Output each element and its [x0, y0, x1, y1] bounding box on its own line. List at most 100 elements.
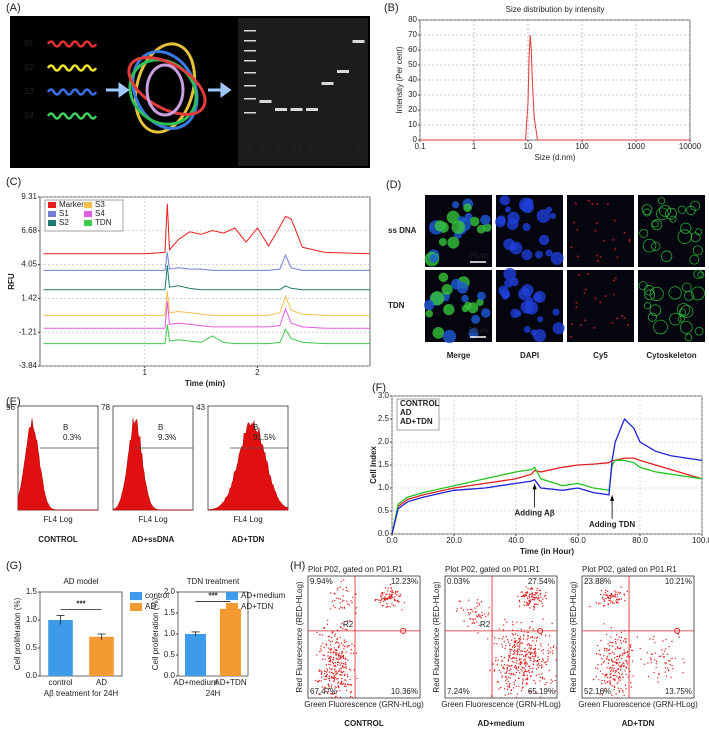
histogram-shape [17, 418, 98, 511]
event-dot [519, 664, 522, 666]
event-dot [503, 624, 505, 626]
event-dot [337, 677, 339, 680]
event-dot [632, 675, 634, 677]
event-dot [531, 667, 534, 669]
event-dot [666, 653, 669, 655]
event-dot [614, 594, 616, 596]
event-dot [496, 681, 498, 683]
event-dot [649, 638, 651, 640]
event-dot [346, 600, 348, 602]
event-dot [551, 650, 553, 652]
event-dot [334, 642, 337, 644]
cell [649, 286, 664, 302]
bar [185, 634, 206, 676]
gate-percent: 9.3% [158, 433, 176, 442]
cell [480, 214, 491, 225]
y-tick-label: 3.0 [378, 391, 390, 400]
tdn-structure [127, 42, 207, 134]
event-dot [601, 679, 603, 682]
event-dot [612, 661, 614, 663]
cell [574, 202, 577, 205]
event-dot [617, 671, 619, 674]
event-dot [476, 605, 478, 608]
event-dot [532, 596, 534, 598]
event-dot [545, 661, 547, 663]
event-dot [605, 633, 608, 636]
event-dot [618, 690, 620, 692]
gel-lane-label: + [325, 131, 330, 140]
cell [434, 220, 446, 232]
event-dot [648, 675, 650, 678]
event-dot [608, 653, 611, 655]
event-dot [624, 684, 627, 686]
event-dot [542, 652, 544, 655]
series-line [43, 301, 370, 329]
event-dot [339, 586, 341, 588]
event-dot [342, 588, 344, 591]
event-dot [316, 631, 318, 634]
cell [669, 313, 682, 326]
event-dot [620, 636, 623, 639]
cell [612, 279, 615, 282]
event-dot [515, 650, 517, 652]
event-dot [320, 650, 322, 652]
event-dot [610, 669, 612, 671]
event-dot [554, 690, 557, 692]
event-dot [547, 656, 549, 658]
event-dot [625, 666, 627, 668]
event-dot [534, 592, 537, 594]
y-tick-label: 0.0 [26, 671, 38, 680]
event-dot [529, 600, 532, 603]
event-dot [324, 658, 326, 660]
event-dot [520, 658, 522, 660]
event-dot [613, 685, 616, 687]
event-dot [339, 683, 342, 685]
event-dot [527, 656, 529, 658]
event-dot [321, 676, 323, 678]
gel-band [321, 82, 334, 85]
event-dot [520, 690, 523, 692]
event-dot [331, 672, 334, 675]
x-axis-label: Size (d.nm) [535, 153, 576, 162]
y-tick-label: 1.42 [21, 294, 37, 303]
event-dot [321, 672, 323, 674]
cell [693, 269, 703, 279]
cell [576, 228, 579, 231]
event-dot [620, 598, 623, 600]
event-dot [339, 662, 341, 664]
cell [594, 229, 597, 232]
event-dot [529, 690, 531, 693]
cell [443, 303, 455, 316]
event-dot [511, 660, 514, 662]
event-dot [382, 600, 385, 603]
event-dot [340, 683, 343, 685]
event-dot [500, 686, 502, 689]
event-dot [505, 672, 508, 674]
strand-label: S3 [24, 87, 34, 96]
event-dot [347, 659, 349, 661]
event-dot [500, 655, 502, 658]
event-dot [536, 692, 538, 694]
event-dot [344, 658, 347, 661]
event-dot [349, 695, 352, 698]
event-dot [509, 677, 511, 679]
event-dot [497, 659, 499, 661]
gel-band [244, 85, 256, 87]
event-dot [494, 637, 496, 639]
cell [442, 329, 457, 344]
event-dot [599, 602, 601, 604]
event-dot [343, 682, 345, 684]
event-dot [394, 590, 397, 593]
cell [499, 195, 510, 206]
cell [651, 220, 659, 228]
event-dot [478, 615, 480, 617]
event-dot [508, 684, 510, 686]
event-dot [618, 656, 621, 658]
event-dot [525, 682, 528, 684]
event-dot [532, 628, 534, 630]
event-dot [339, 673, 341, 676]
event-dot [544, 594, 547, 597]
event-dot [603, 599, 605, 601]
cell [522, 223, 531, 232]
event-dot [504, 618, 506, 621]
